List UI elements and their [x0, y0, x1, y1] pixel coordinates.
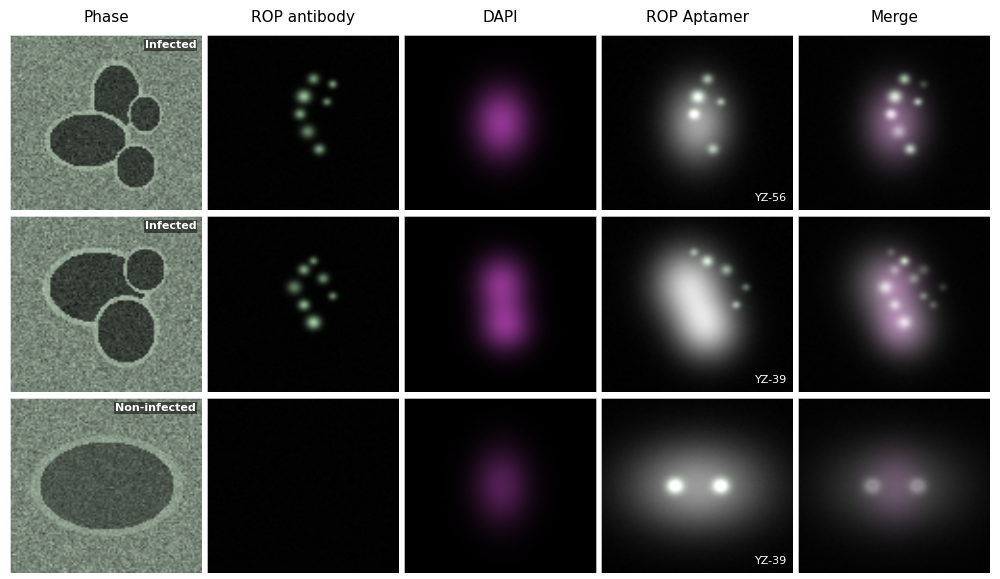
- Text: ROP antibody: ROP antibody: [251, 10, 355, 25]
- Text: YZ-56: YZ-56: [755, 193, 787, 203]
- Text: Infected: Infected: [145, 221, 196, 232]
- Text: Infected: Infected: [145, 40, 196, 50]
- Text: Phase: Phase: [83, 10, 129, 25]
- Text: Merge: Merge: [870, 10, 918, 25]
- Text: ROP Aptamer: ROP Aptamer: [646, 10, 748, 25]
- Text: YZ-39: YZ-39: [755, 375, 787, 385]
- Text: YZ-39: YZ-39: [755, 556, 787, 566]
- Text: DAPI: DAPI: [482, 10, 518, 25]
- Text: Non-infected: Non-infected: [115, 403, 196, 413]
